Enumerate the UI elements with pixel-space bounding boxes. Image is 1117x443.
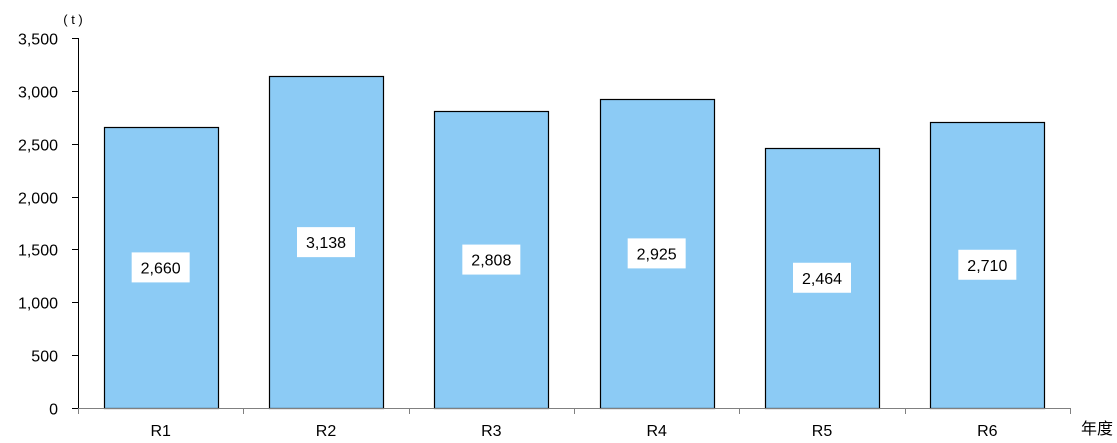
y-tick-label: 1,500 <box>18 243 58 260</box>
data-label: 3,138 <box>306 235 346 252</box>
data-label: 2,464 <box>802 271 842 288</box>
bars-layer <box>103 75 1046 410</box>
data-label: 2,660 <box>141 260 181 277</box>
x-tick-label: R5 <box>812 423 833 440</box>
x-tick-label: R1 <box>150 423 171 440</box>
data-label-box <box>958 249 1017 280</box>
data-label-box <box>131 252 190 283</box>
x-tick-label: R2 <box>316 423 337 440</box>
y-tick-label: 2,500 <box>18 138 58 155</box>
y-tick-label: 1,000 <box>18 296 58 313</box>
y-tick-label: 3,500 <box>18 32 58 49</box>
y-tick-label: 500 <box>31 349 58 366</box>
data-label-box <box>462 244 521 275</box>
axes-layer <box>78 38 1070 409</box>
data-labels: 2,660 3,138 2,808 2,925 2,464 2,710 <box>131 227 1017 293</box>
x-tick-label: R6 <box>977 423 998 440</box>
x-tick-label: R4 <box>646 423 667 440</box>
y-tick-label: 0 <box>49 402 58 419</box>
data-label-box <box>793 262 851 293</box>
data-label-box <box>627 238 686 269</box>
y-unit-label: ( t ) <box>63 12 83 27</box>
y-tick-label: 2,000 <box>18 191 58 208</box>
x-axis-title: 年度 <box>1081 420 1113 438</box>
data-label: 2,710 <box>967 258 1007 275</box>
data-label: 2,925 <box>637 246 677 263</box>
x-ticks: R1 R2 R3 R4 R5 R6 <box>78 408 1071 440</box>
y-ticks: 0 500 1,000 1,500 2,000 2,500 3,000 3,500 <box>18 32 78 419</box>
x-tick-label: R3 <box>481 423 502 440</box>
y-tick-label: 3,000 <box>18 85 58 102</box>
data-label: 2,808 <box>471 253 511 270</box>
data-label-box <box>297 227 355 258</box>
